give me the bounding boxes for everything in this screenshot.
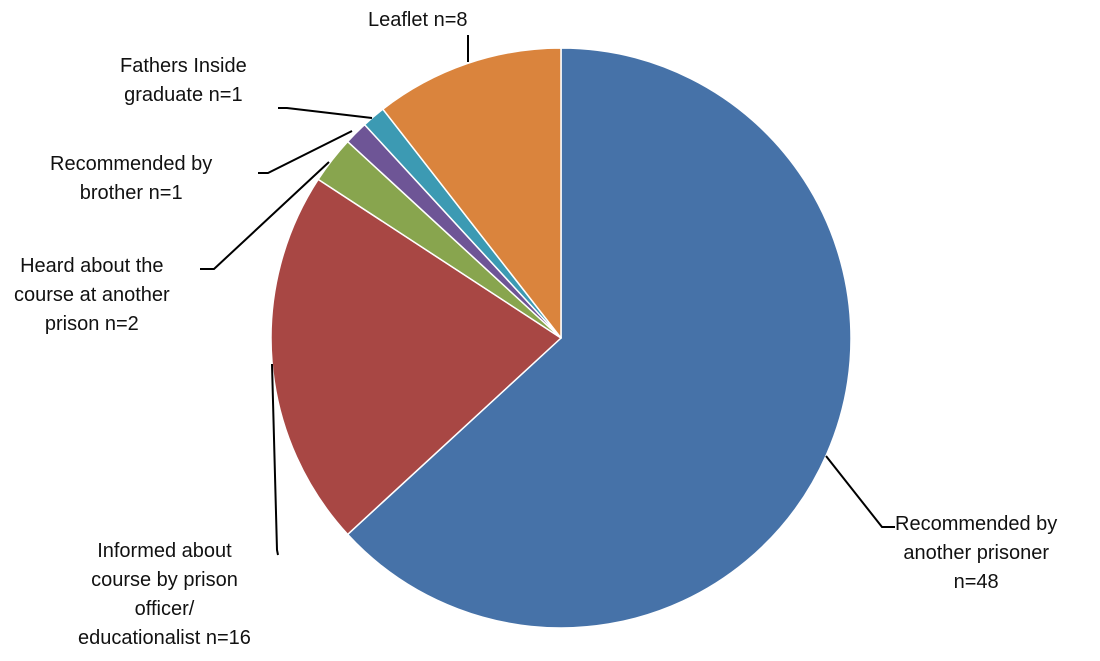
label-recommended-by-another-prisoner: Recommended by another prisoner n=48	[895, 510, 1057, 597]
label-line: Leaflet n=8	[368, 9, 468, 31]
label-line: another prisoner	[903, 542, 1049, 564]
label-line: graduate n=1	[124, 84, 243, 106]
leader-line-recommended-by-brother	[258, 130, 353, 174]
label-line: Recommended by	[895, 513, 1058, 535]
label-line: Informed about	[97, 540, 232, 562]
leader-line-informed-by-prison-officer	[271, 363, 279, 556]
label-line: course by prison	[91, 569, 238, 591]
label-leaflet: Leaflet n=8	[368, 6, 468, 35]
label-fathers-inside-graduate: Fathers Inside graduate n=1	[120, 52, 247, 110]
label-line: educationalist n=16	[78, 627, 251, 649]
label-line: officer/	[134, 598, 195, 620]
label-line: prison n=2	[44, 313, 139, 335]
label-line: Recommended by	[50, 153, 213, 175]
leader-lines	[200, 35, 895, 556]
slice-leaflet	[382, 47, 562, 339]
pie-slices	[270, 47, 852, 629]
slice-recommended-by-another-prisoner	[346, 47, 852, 629]
slice-informed-by-prison-officer	[270, 178, 562, 536]
label-line: brother n=1	[79, 182, 183, 204]
label-line: Fathers Inside	[120, 55, 247, 77]
leader-line-heard-at-another-prison	[200, 161, 330, 270]
leader-line-fathers-inside-graduate	[278, 107, 373, 119]
label-recommended-by-brother: Recommended by brother n=1	[50, 150, 212, 208]
label-line: Heard about the	[20, 255, 164, 277]
label-line: course at another	[14, 284, 170, 306]
label-informed-by-prison-officer: Informed about course by prison officer/ed…	[78, 537, 251, 653]
leader-line-recommended-by-another-prisoner	[825, 455, 895, 528]
label-heard-at-another-prison: Heard about the course at another prison n…	[14, 252, 170, 339]
label-line: n=48	[953, 571, 999, 593]
